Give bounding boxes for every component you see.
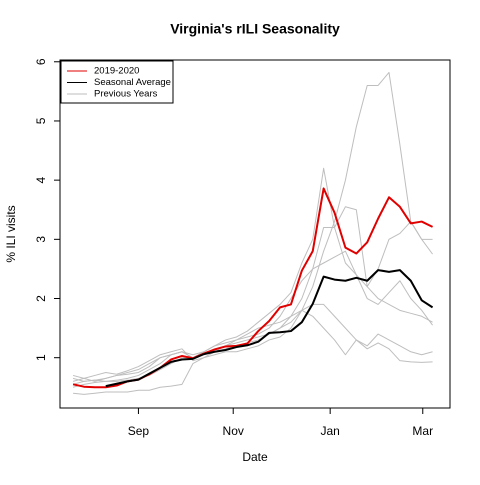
- previous-year-line: [73, 309, 433, 395]
- y-tick-label: 4: [34, 176, 48, 183]
- x-tick-label: Jan: [320, 424, 339, 438]
- legend-label: 2019-2020: [94, 66, 139, 77]
- previous-year-line: [72, 71, 433, 382]
- legend-label: Seasonal Average: [94, 77, 171, 88]
- legend-label: Previous Years: [94, 89, 158, 100]
- previous-year-line: [72, 250, 433, 385]
- y-axis-label: % ILI visits: [4, 205, 18, 262]
- x-tick-label: Mar: [412, 424, 433, 438]
- y-tick-label: 6: [34, 58, 48, 65]
- y-tick-label: 5: [34, 117, 48, 124]
- previous-year-line: [72, 303, 433, 379]
- x-axis-label: Date: [242, 450, 268, 464]
- y-tick-label: 2: [34, 295, 48, 302]
- y-tick-label: 1: [34, 354, 48, 361]
- previous-year-line: [72, 167, 433, 382]
- plot-frame: [59, 59, 451, 409]
- y-tick-label: 3: [34, 236, 48, 243]
- x-tick-label: Sep: [128, 424, 150, 438]
- series-line: [105, 269, 434, 388]
- chart-title: Virginia's rILI Seasonality: [170, 21, 340, 37]
- x-tick-label: Nov: [223, 424, 244, 438]
